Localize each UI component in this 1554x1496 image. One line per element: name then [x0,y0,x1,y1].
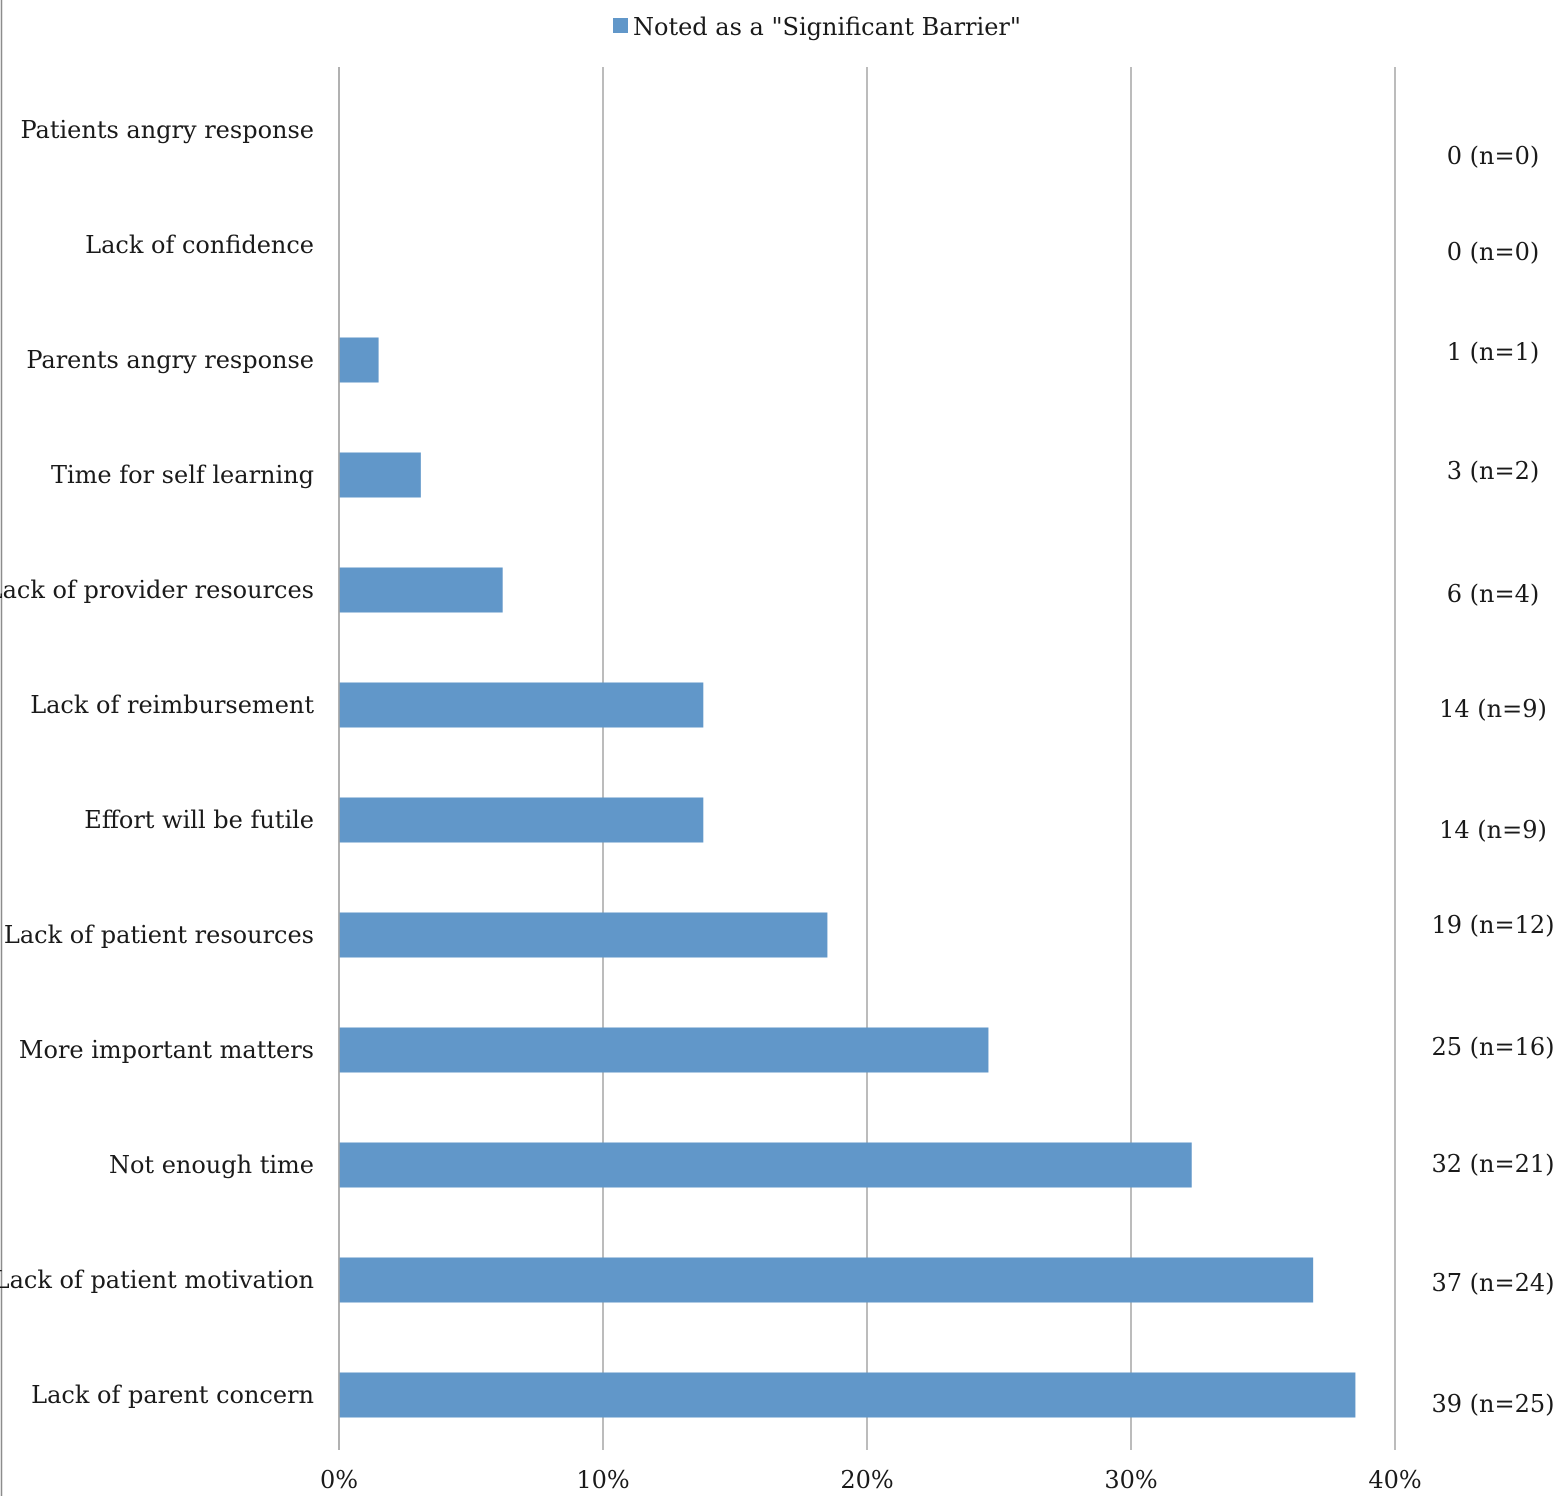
data-label-7: 19 (n=12) [1432,911,1554,939]
data-label-1: 0 (n=0) [1447,238,1539,266]
category-label-8: More important matters [19,1036,314,1064]
bar-8 [339,1027,989,1073]
x-tick-label-1: 10% [576,1466,629,1494]
category-label-7: Lack of patient resources [4,921,314,949]
category-label-1: Lack of confidence [85,231,314,259]
category-label-10: Lack of patient motivation [0,1266,314,1294]
category-label-5: Lack of reimbursement [30,691,314,719]
data-label-0: 0 (n=0) [1447,142,1539,170]
legend-swatch [613,18,628,33]
bar-7 [339,912,828,958]
bar-6 [339,797,704,843]
data-label-9: 32 (n=21) [1432,1150,1554,1178]
category-label-3: Time for self learning [51,461,314,489]
category-label-0: Patients angry response [20,116,314,144]
category-label-11: Lack of parent concern [31,1381,314,1409]
data-label-8: 25 (n=16) [1432,1033,1554,1061]
bar-10 [339,1257,1314,1303]
category-label-2: Parents angry response [26,346,314,374]
bar-4 [339,567,503,613]
bar-2 [339,337,379,383]
data-label-5: 14 (n=9) [1439,695,1547,723]
bar-3 [339,452,421,498]
bar-5 [339,682,704,728]
data-label-6: 14 (n=9) [1439,816,1547,844]
x-tick-label-3: 30% [1104,1466,1157,1494]
data-label-2: 1 (n=1) [1447,338,1539,366]
category-label-9: Not enough time [109,1151,314,1179]
data-label-3: 3 (n=2) [1447,457,1539,485]
bar-9 [339,1142,1192,1188]
x-tick-label-0: 0% [320,1466,358,1494]
data-label-4: 6 (n=4) [1447,580,1539,608]
bar-11 [339,1372,1356,1418]
category-label-6: Effort will be futile [84,806,314,834]
x-tick-label-4: 40% [1368,1466,1421,1494]
data-label-11: 39 (n=25) [1432,1390,1554,1418]
category-label-4: Lack of provider resources [0,576,314,604]
data-label-10: 37 (n=24) [1432,1269,1554,1297]
x-tick-label-2: 20% [840,1466,893,1494]
legend-label: Noted as a "Significant Barrier" [633,13,1021,41]
